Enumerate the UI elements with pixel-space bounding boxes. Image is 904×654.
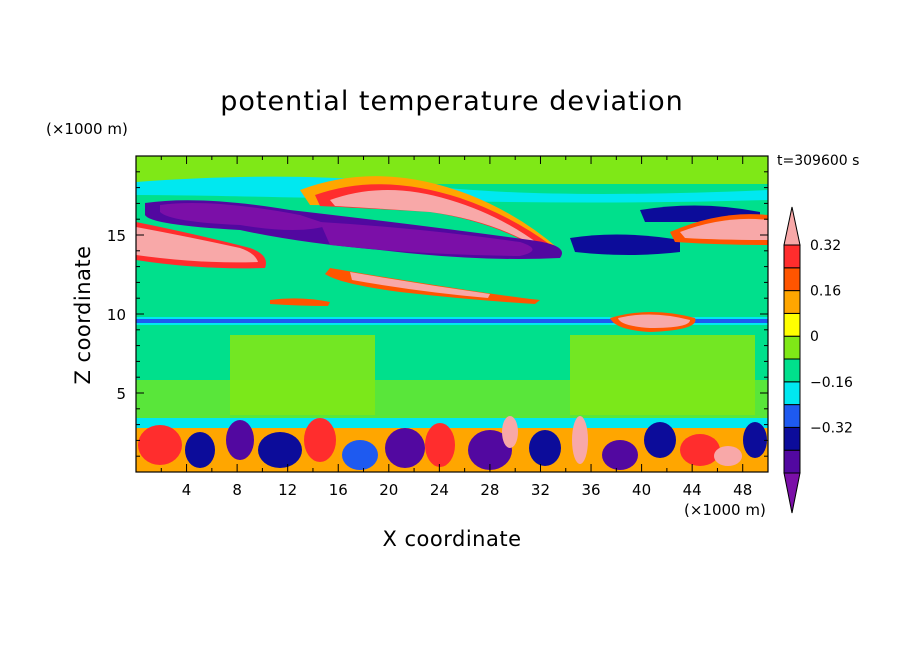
x-tick-label: 4 xyxy=(182,481,192,499)
x-tick-label: 36 xyxy=(581,481,600,499)
colorbar-label: 0 xyxy=(810,329,819,345)
colorbar-segment xyxy=(783,449,801,474)
x-tick-label: 40 xyxy=(632,481,651,499)
colorbar-segment xyxy=(783,335,801,360)
x-ticks: 4 8 12 16 20 24 28 32 36 40 44 48 xyxy=(160,156,752,499)
x-tick-label: 24 xyxy=(430,481,449,499)
colorbar-segment xyxy=(783,312,801,337)
chart-title: potential temperature deviation xyxy=(220,86,684,117)
x-tick-label: 20 xyxy=(379,481,398,499)
y-tick-label: 5 xyxy=(116,385,126,403)
colorbar-segment xyxy=(783,358,801,383)
x-axis-label: X coordinate xyxy=(382,527,522,551)
colorbar-segment xyxy=(783,267,801,292)
x-tick-label: 16 xyxy=(329,481,348,499)
colorbar-extend-top xyxy=(783,206,801,246)
x-tick-label: 28 xyxy=(480,481,499,499)
colorbar-segment xyxy=(783,290,801,314)
y-tick-label: 15 xyxy=(107,227,126,245)
colorbar: −0.32 −0.16 0 0.16 0.32 xyxy=(783,206,853,514)
colorbar-segment xyxy=(783,426,801,451)
y-ticks: 5 10 15 xyxy=(107,171,768,457)
contour-field xyxy=(136,156,768,472)
colorbar-label: −0.16 xyxy=(810,375,853,391)
y-tick-label: 10 xyxy=(107,306,126,324)
x-tick-label: 12 xyxy=(278,481,297,499)
colorbar-segment xyxy=(783,404,801,428)
colorbar-segment xyxy=(783,244,801,269)
colorbar-segment xyxy=(783,381,801,406)
x-axis-multiplier: (×1000 m) xyxy=(684,501,766,519)
x-tick-label: 44 xyxy=(683,481,702,499)
colorbar-label: 0.32 xyxy=(810,238,841,254)
time-label: t=309600 s xyxy=(777,153,860,169)
colorbar-label: −0.32 xyxy=(810,420,853,436)
x-tick-label: 48 xyxy=(733,481,752,499)
colorbar-extend-bottom xyxy=(783,472,801,514)
y-axis-multiplier: (×1000 m) xyxy=(46,120,128,138)
x-tick-label: 32 xyxy=(531,481,550,499)
x-tick-label: 8 xyxy=(232,481,242,499)
colorbar-label: 0.16 xyxy=(810,284,841,300)
